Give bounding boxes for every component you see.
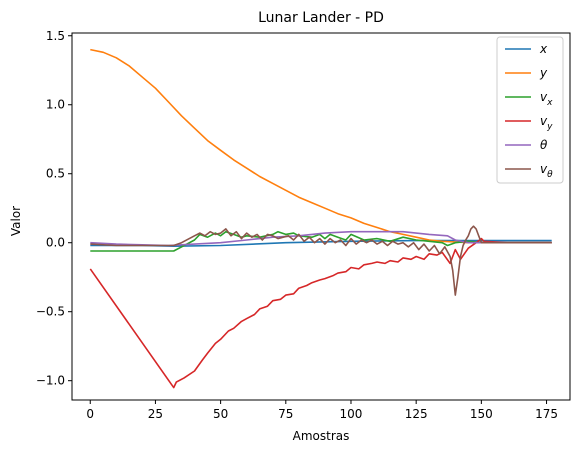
series-line-1 — [90, 48, 552, 244]
x-axis: 0 25 50 75 100 125 150 175 — [86, 400, 558, 421]
y-tick-label: 0.5 — [46, 167, 65, 181]
chart-title: Lunar Lander - PD — [258, 10, 384, 26]
legend-label: θ — [540, 138, 548, 152]
x-tick-label: 50 — [213, 407, 228, 421]
y-axis: −1.0 −0.5 0.0 0.5 1.0 1.5 — [36, 29, 72, 388]
series-layer — [89, 48, 552, 389]
legend-box — [496, 36, 564, 184]
y-tick-label: 1.5 — [46, 29, 65, 43]
legend-label: vy — [540, 114, 553, 132]
x-tick-label: 175 — [535, 407, 558, 421]
legend-label: y — [539, 66, 548, 80]
x-axis-label: Amostras — [293, 429, 350, 443]
legend-label: vx — [540, 90, 553, 108]
x-tick-label: 0 — [86, 407, 94, 421]
x-tick-label: 75 — [278, 407, 293, 421]
y-tick-label: −1.0 — [36, 374, 65, 388]
series-line-5 — [90, 225, 552, 296]
x-tick-label: 150 — [470, 407, 493, 421]
x-tick-label: 125 — [405, 407, 428, 421]
y-axis-label: Valor — [9, 206, 23, 236]
x-tick-label: 100 — [340, 407, 363, 421]
x-tick-label: 25 — [148, 407, 163, 421]
y-tick-label: 1.0 — [46, 98, 65, 112]
plot-area — [71, 32, 571, 401]
legend-label: x — [539, 42, 548, 56]
y-tick-label: 0.0 — [46, 236, 65, 250]
legend: xy vx vy θ vθ — [496, 36, 564, 184]
series-line-3 — [89, 237, 552, 389]
y-tick-label: −0.5 — [36, 305, 65, 319]
legend-label: vθ — [540, 162, 553, 180]
series-line-2 — [90, 230, 552, 252]
